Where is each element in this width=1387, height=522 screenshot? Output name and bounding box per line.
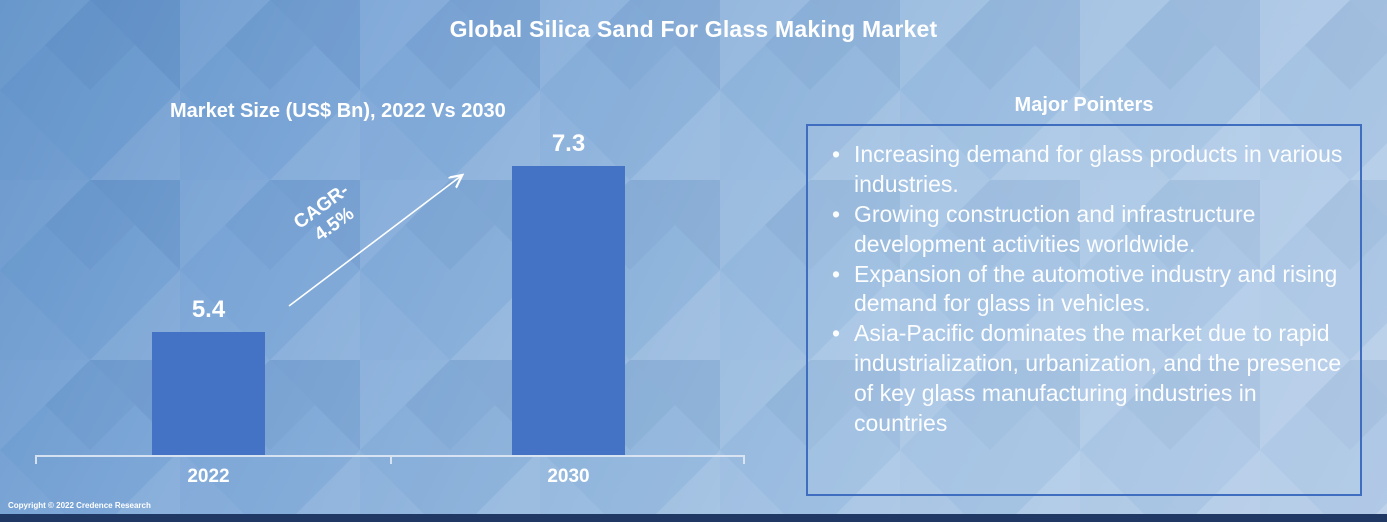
- pointers-panel: Increasing demand for glass products in …: [806, 124, 1362, 496]
- bar-2030: [512, 166, 625, 455]
- x-axis-line: [35, 455, 745, 464]
- bar-value-label-2030: 7.3: [551, 130, 586, 157]
- axis-tick-right: [743, 457, 745, 464]
- pointer-item: Asia-Pacific dominates the market due to…: [824, 319, 1346, 439]
- growth-arrow-icon: [288, 166, 473, 307]
- x-axis-label-2022: 2022: [187, 466, 230, 487]
- bar-2022: [152, 332, 265, 455]
- pointers-heading: Major Pointers: [1014, 94, 1154, 116]
- x-axis-label-2030: 2030: [547, 466, 590, 487]
- pointers-list: Increasing demand for glass products in …: [824, 140, 1346, 439]
- page-title: Global Silica Sand For Glass Making Mark…: [449, 16, 938, 42]
- bar-value-label-2022: 5.4: [191, 296, 226, 323]
- bar-group-2022: 5.4: [152, 296, 265, 455]
- pointer-item: Increasing demand for glass products in …: [824, 140, 1346, 200]
- bar-group-2030: 7.3: [512, 130, 625, 455]
- axis-tick-center: [390, 457, 392, 464]
- bottom-accent-strip: [0, 514, 1387, 522]
- pointer-item: Expansion of the automotive industry and…: [824, 260, 1346, 320]
- chart-subtitle: Market Size (US$ Bn), 2022 Vs 2030: [170, 100, 506, 122]
- copyright-notice: Copyright © 2022 Credence Research: [8, 501, 151, 510]
- pointer-item: Growing construction and infrastructure …: [824, 200, 1346, 260]
- axis-tick-left: [35, 457, 37, 464]
